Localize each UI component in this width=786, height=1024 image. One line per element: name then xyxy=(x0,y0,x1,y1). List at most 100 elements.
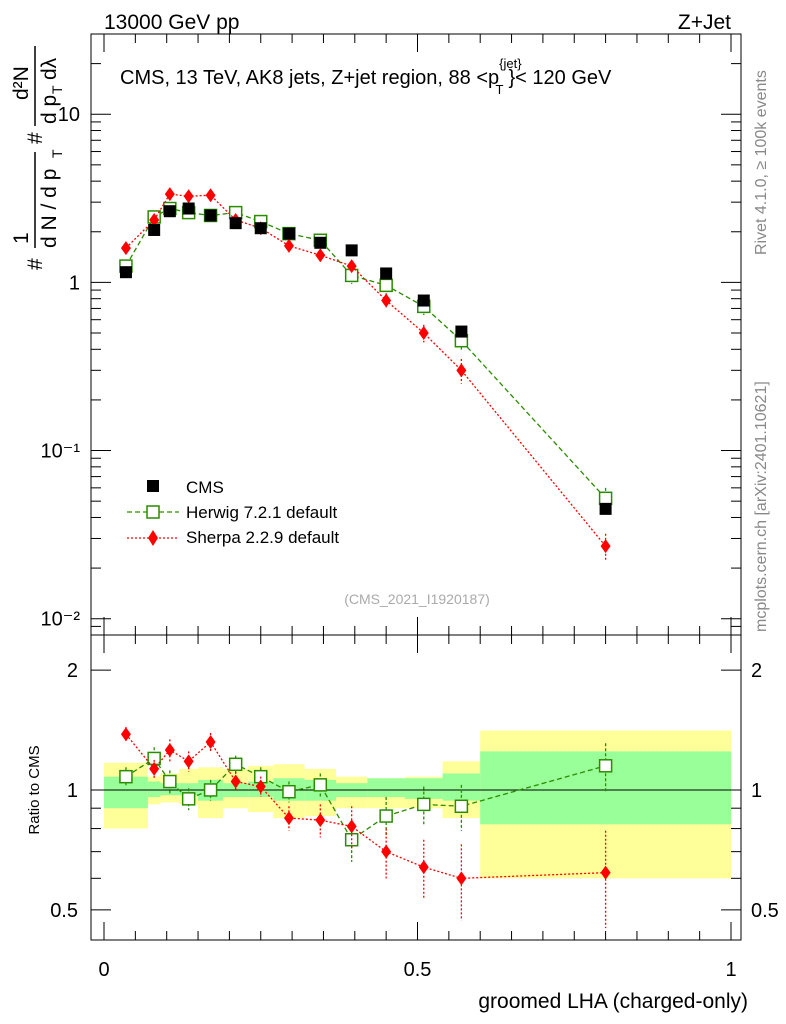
title-sup: {jet} xyxy=(499,56,522,71)
ylabel-dn-dpt: d N / d p xyxy=(38,169,61,248)
ratio-herwig-point xyxy=(417,797,431,812)
title-suffix: }< 120 GeV xyxy=(509,67,613,89)
ratio-ytick-2: 2 xyxy=(67,660,78,682)
ratio-ytick-right-0.5: 0.5 xyxy=(751,900,779,922)
sherpa-point xyxy=(315,248,326,263)
ratio-herwig-point xyxy=(181,792,196,806)
ratio-herwig-point xyxy=(598,759,613,773)
ylabel-hash2: # xyxy=(24,132,47,144)
mcplots-label: mcplots.cern.ch [arXiv:2401.10621] xyxy=(753,381,770,632)
analysis-tag: (CMS_2021_I1920187) xyxy=(344,591,490,607)
ratio-sherpa-point xyxy=(230,774,241,789)
legend-label-herwig: Herwig 7.2.1 default xyxy=(186,503,337,522)
ratio-sherpa-point xyxy=(346,819,357,834)
xtick-label-0.5: 0.5 xyxy=(404,959,432,981)
ratio-sherpa-point xyxy=(205,734,216,749)
cms-point xyxy=(204,209,217,222)
sherpa-point xyxy=(283,238,294,253)
cms-data-series xyxy=(119,202,612,515)
ratio-sherpa-point xyxy=(381,844,392,859)
ratio-herwig-point xyxy=(163,774,177,789)
ylabel-dpt: d p xyxy=(38,95,61,124)
main-plot xyxy=(90,33,742,636)
cms-point xyxy=(417,294,430,307)
main-ylabel: # 1 d N / d p T # d p T dλ d²N xyxy=(10,46,65,270)
xtick-label-1: 1 xyxy=(725,959,736,981)
sherpa-point xyxy=(149,212,160,227)
ratio-ytick-0.5: 0.5 xyxy=(50,900,78,922)
ratio-plot-frame xyxy=(90,634,742,941)
sherpa-point xyxy=(456,363,467,378)
ratio-sherpa-point xyxy=(255,779,266,794)
ratio-sherpa-point xyxy=(418,860,429,875)
xtick-label-0: 0 xyxy=(98,959,109,981)
ytick-label-1: 1 xyxy=(69,272,80,294)
ytick-label-0.01: 10⁻² xyxy=(41,609,81,631)
ylabel-t2: T xyxy=(49,85,65,94)
ratio-herwig-series xyxy=(119,743,613,862)
sherpa-point xyxy=(164,187,175,202)
ratio-ylabel: Ratio to CMS xyxy=(26,745,43,834)
cms-point xyxy=(229,217,242,230)
ylabel-d2n: d²N xyxy=(10,66,33,100)
sherpa-point xyxy=(205,188,216,203)
ratio-sherpa-point xyxy=(456,871,467,886)
legend-marker-cms xyxy=(147,480,159,492)
ylabel-dlambda: dλ xyxy=(38,57,61,80)
header-right: Z+Jet xyxy=(678,11,731,34)
ratio-band-inner xyxy=(147,781,161,798)
ratio-plot xyxy=(90,634,742,941)
ratio-sherpa-point xyxy=(283,811,294,826)
cms-point xyxy=(148,223,161,236)
main-title: CMS, 13 TeV, AK8 jets, Z+jet region, 88 … xyxy=(120,56,612,97)
sherpa-point xyxy=(600,539,611,554)
ylabel-one: 1 xyxy=(10,232,33,244)
sherpa-point xyxy=(381,293,392,308)
ratio-ytick-right-1: 1 xyxy=(751,780,762,802)
ratio-sherpa-point xyxy=(183,754,194,769)
ratio-sherpa-point xyxy=(149,761,160,776)
sherpa-point xyxy=(418,326,429,341)
cms-point xyxy=(599,502,612,515)
ratio-ytick-right-2: 2 xyxy=(751,660,762,682)
cms-point xyxy=(455,325,468,338)
ratio-sherpa-series xyxy=(120,726,611,929)
ratio-xtick-labels: 0 0.5 1 xyxy=(98,959,736,981)
ylabel-t1: T xyxy=(49,149,65,158)
ratio-band-inner xyxy=(367,778,405,798)
sherpa-point xyxy=(120,241,131,256)
ytick-label-0.1: 10⁻¹ xyxy=(41,441,81,463)
cms-point xyxy=(119,266,132,279)
xlabel: groomed LHA (charged-only) xyxy=(478,990,748,1013)
header-left: 13000 GeV pp xyxy=(104,11,239,34)
legend-label-cms: CMS xyxy=(186,478,224,497)
legend-marker-sherpa xyxy=(148,530,158,546)
cms-point xyxy=(345,244,358,257)
svg-text:CMS, 13 TeV, AK8 jets, Z+jet r: CMS, 13 TeV, AK8 jets, Z+jet region, 88 … xyxy=(120,56,612,97)
cms-point xyxy=(380,267,393,280)
legend-marker-herwig xyxy=(146,505,160,519)
main-ytick-labels: 10⁻² 10⁻¹ 1 10 xyxy=(41,104,81,630)
cms-point xyxy=(314,236,327,249)
rivet-label: Rivet 4.1.0, ≥ 100k events xyxy=(753,70,770,255)
sherpa-point xyxy=(183,189,194,204)
ratio-ytick-1: 1 xyxy=(67,780,78,802)
ratio-sherpa-point xyxy=(600,865,611,880)
ratio-herwig-point xyxy=(313,778,328,792)
ratio-sherpa-point xyxy=(315,813,326,828)
sherpa-point xyxy=(346,259,357,274)
cms-point xyxy=(254,222,267,235)
ratio-ytick-labels-left: 0.5 1 2 xyxy=(50,660,78,922)
cms-point xyxy=(182,202,195,215)
herwig-line xyxy=(125,207,607,499)
cms-point xyxy=(282,227,295,240)
ytick-label-10: 10 xyxy=(58,104,80,126)
legend: CMS Herwig 7.2.1 default Sherpa 2.2.9 de… xyxy=(127,478,339,547)
ratio-herwig-point xyxy=(228,757,243,772)
herwig-point xyxy=(379,278,393,293)
ratio-sherpa-point xyxy=(120,727,131,742)
herwig-point xyxy=(598,491,613,506)
title-prefix: CMS, 13 TeV, AK8 jets, Z+jet region, 88 … xyxy=(120,67,499,89)
ratio-herwig-point xyxy=(379,809,393,823)
